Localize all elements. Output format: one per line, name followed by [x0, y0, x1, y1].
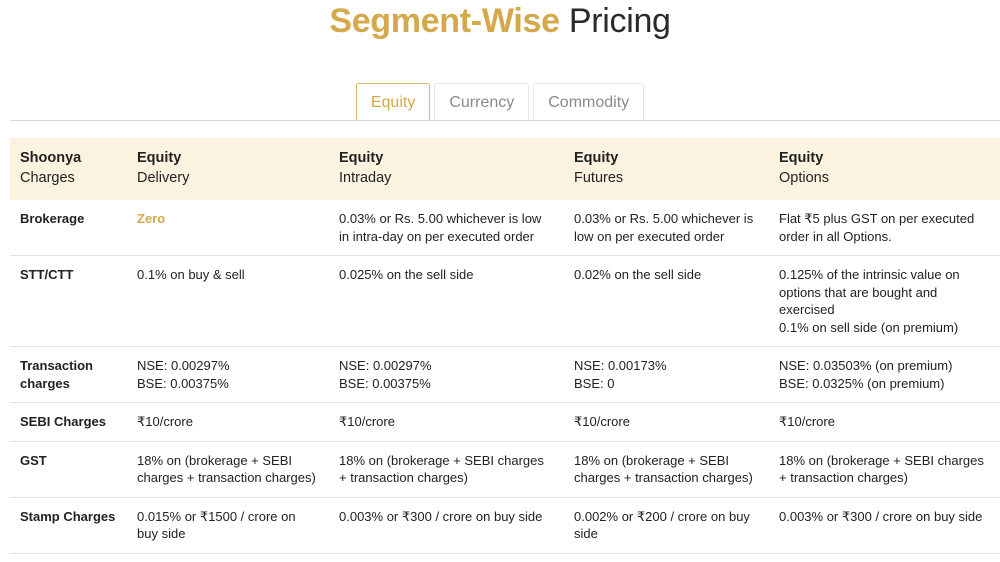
- table-row: Brokerage Zero 0.03% or Rs. 5.00 whichev…: [10, 200, 1000, 256]
- table-cell: ₹10/crore: [769, 402, 1000, 442]
- table-cell: 18% on (brokerage + SEBI charges + trans…: [329, 441, 564, 498]
- header-equity-delivery: Equity Delivery: [137, 150, 190, 186]
- table-cell: NSE: 0.00297% BSE: 0.00375%: [329, 346, 564, 403]
- pricing-table: Shoonya Charges Equity Delivery Equity I…: [10, 138, 1000, 554]
- tab-currency[interactable]: Currency: [434, 83, 530, 120]
- table-cell: 0.015% or ₹1500 / crore on buy side: [127, 497, 329, 554]
- page-title-highlight: Segment-Wise: [329, 2, 560, 40]
- tab-divider: [10, 120, 1000, 121]
- table-cell: 18% on (brokerage + SEBI charges + trans…: [564, 441, 769, 498]
- table-cell: Flat ₹5 plus GST on per executed order i…: [769, 200, 1000, 256]
- pricing-table-header: Shoonya Charges Equity Delivery Equity I…: [10, 138, 1000, 200]
- table-cell: 0.1% on buy & sell: [127, 255, 329, 347]
- table-cell: 0.003% or ₹300 / crore on buy side: [329, 497, 564, 554]
- row-label-sebi-charges: SEBI Charges: [10, 402, 127, 442]
- table-cell: 18% on (brokerage + SEBI charges + trans…: [127, 441, 329, 498]
- table-cell: ₹10/crore: [127, 402, 329, 442]
- table-cell: NSE: 0.03503% (on premium) BSE: 0.0325% …: [769, 346, 1000, 403]
- table-cell: 0.002% or ₹200 / crore on buy side: [564, 497, 769, 554]
- row-label-stamp-charges: Stamp Charges: [10, 497, 127, 554]
- table-cell: 0.125% of the intrinsic value on options…: [769, 255, 1000, 347]
- table-cell: 0.003% or ₹300 / crore on buy side: [769, 497, 1000, 554]
- table-cell: 18% on (brokerage + SEBI charges + trans…: [769, 441, 1000, 498]
- table-cell: 0.03% or Rs. 5.00 whichever is low in in…: [329, 200, 564, 256]
- table-cell: NSE: 0.00297% BSE: 0.00375%: [127, 346, 329, 403]
- row-label-gst: GST: [10, 441, 127, 498]
- table-cell: Zero: [127, 200, 329, 256]
- table-row: Stamp Charges 0.015% or ₹1500 / crore on…: [10, 497, 1000, 554]
- table-cell: ₹10/crore: [564, 402, 769, 442]
- page-title: Segment-Wise Pricing: [0, 0, 1000, 42]
- table-cell: NSE: 0.00173% BSE: 0: [564, 346, 769, 403]
- header-equity-futures: Equity Futures: [574, 150, 624, 186]
- table-row: STT/CTT 0.1% on buy & sell 0.025% on the…: [10, 255, 1000, 347]
- table-row: GST 18% on (brokerage + SEBI charges + t…: [10, 441, 1000, 498]
- header-row: Shoonya Charges Equity Delivery Equity I…: [10, 138, 1000, 200]
- table-cell: 0.03% or Rs. 5.00 whichever is low on pe…: [564, 200, 769, 256]
- page-title-rest: Pricing: [568, 2, 671, 40]
- table-row: SEBI Charges ₹10/crore ₹10/crore ₹10/cro…: [10, 402, 1000, 442]
- header-charges: Shoonya Charges: [20, 150, 82, 186]
- row-label-brokerage: Brokerage: [10, 200, 127, 256]
- table-cell: 0.02% on the sell side: [564, 255, 769, 347]
- zero-brokerage-highlight: Zero: [137, 211, 166, 226]
- table-cell: 0.025% on the sell side: [329, 255, 564, 347]
- table-cell: ₹10/crore: [329, 402, 564, 442]
- row-label-stt-ctt: STT/CTT: [10, 255, 127, 347]
- header-equity-intraday: Equity Intraday: [339, 150, 392, 186]
- tab-equity[interactable]: Equity: [355, 83, 431, 120]
- tab-commodity[interactable]: Commodity: [533, 83, 645, 120]
- table-row: Transaction charges NSE: 0.00297% BSE: 0…: [10, 346, 1000, 403]
- segment-tabs: Equity Currency Commodity: [0, 83, 1000, 120]
- row-label-transaction-charges: Transaction charges: [10, 346, 127, 403]
- header-equity-options: Equity Options: [779, 150, 829, 186]
